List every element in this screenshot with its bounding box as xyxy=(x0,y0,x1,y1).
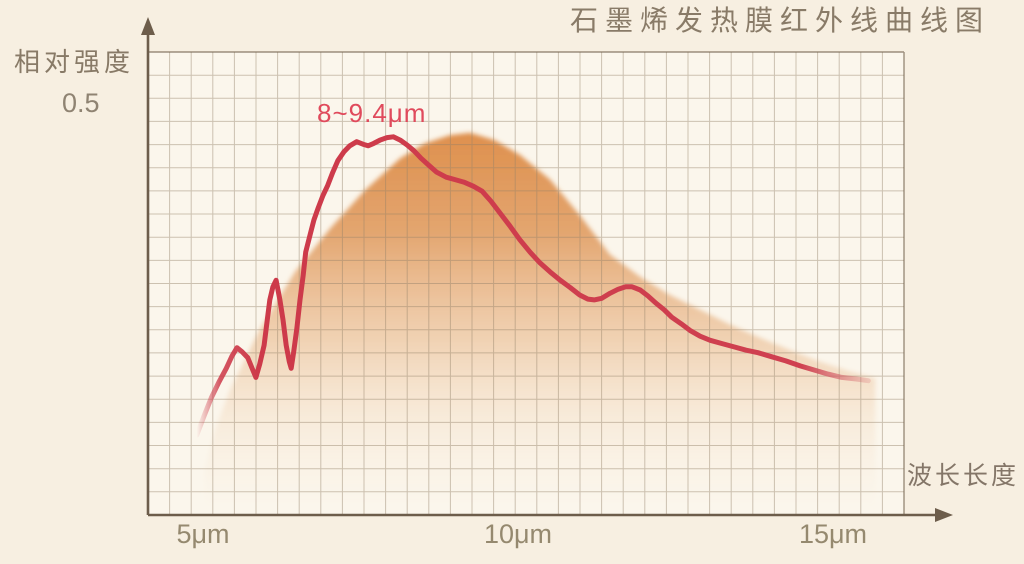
emission-envelope-area xyxy=(204,132,876,506)
intensity-curve xyxy=(194,134,871,438)
grid-lines xyxy=(148,52,904,515)
peak-range-annotation: 8~9.4μm xyxy=(317,98,427,128)
x-axis-tick-15um: 15μm xyxy=(798,519,868,549)
y-axis-arrow-icon xyxy=(141,17,155,35)
x-axis-tick-10um: 10μm xyxy=(483,519,553,549)
x-axis-label: 波长长度 xyxy=(907,462,1020,490)
y-axis-tick-0-5: 0.5 xyxy=(62,88,100,118)
x-axis-tick-5um: 5μm xyxy=(176,519,230,549)
x-axis-arrow-icon xyxy=(935,508,953,522)
grid-border xyxy=(148,51,905,515)
y-axis-label: 相对强度 xyxy=(14,47,135,77)
chart-title: 石墨烯发热膜红外线曲线图 xyxy=(570,5,991,36)
